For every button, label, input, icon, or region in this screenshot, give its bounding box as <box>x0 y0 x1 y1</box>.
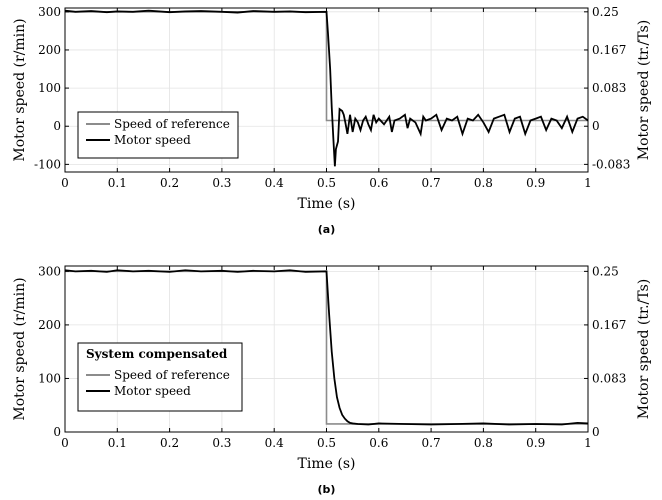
series-line-motor-speed <box>65 269 588 426</box>
x-tick-label: 0 <box>61 436 69 450</box>
y-tick-label: 100 <box>38 81 61 95</box>
series-line-motor-speed <box>65 9 588 167</box>
legend-box <box>77 342 243 412</box>
x-tick-label: 0.7 <box>422 436 441 450</box>
legend-entry: Motor speed <box>114 384 191 398</box>
x-tick-label: 0.7 <box>422 176 441 190</box>
y-tick-label: 0 <box>53 119 61 133</box>
x-tick-label: 1 <box>584 436 592 450</box>
panel-label: (b) <box>318 483 336 496</box>
legend-entry: Motor speed <box>114 133 191 147</box>
y-tick-label: 200 <box>38 318 61 332</box>
y-right-axis-label: Motor speed (tr./Ts) <box>636 279 652 419</box>
x-tick-label: 1 <box>584 176 592 190</box>
y-right-axis-label: Motor speed (tr./Ts) <box>636 20 652 160</box>
x-tick-label: 0.1 <box>108 436 127 450</box>
y-tick-label: 0 <box>53 425 61 439</box>
x-tick-label: 0.6 <box>369 436 388 450</box>
x-tick-label: 0.3 <box>212 436 231 450</box>
legend-entry: Speed of reference <box>114 117 230 131</box>
legend-entry: Speed of reference <box>114 368 230 382</box>
y-right-tick-label: 0.25 <box>592 5 619 19</box>
y-right-tick-label: -0.083 <box>592 157 630 171</box>
y-right-tick-label: 0 <box>592 425 600 439</box>
x-tick-label: 0.9 <box>526 436 545 450</box>
series-line-speed-of-reference <box>65 11 588 122</box>
y-tick-label: 300 <box>38 5 61 19</box>
x-tick-label: 0.2 <box>160 176 179 190</box>
legend: Speed of reference Motor speed <box>77 111 239 159</box>
y-right-tick-label: 0.083 <box>592 81 626 95</box>
x-tick-label: 0.8 <box>474 176 493 190</box>
y-right-tick-label: 0.167 <box>592 318 626 332</box>
x-tick-label: 0.1 <box>108 176 127 190</box>
x-axis-label: Time (s) <box>298 456 356 472</box>
y-tick-label: 100 <box>38 371 61 385</box>
chart-panel-a: 0 0.1 0.2 0.3 0.4 0.5 0.6 0.7 0.8 0.9 1-1000100200… <box>12 5 652 236</box>
y-right-tick-label: 0.083 <box>592 371 626 385</box>
x-axis-label: Time (s) <box>298 196 356 212</box>
y-axis-label: Motor speed (r/min) <box>12 18 28 161</box>
x-tick-label: 0.4 <box>265 436 284 450</box>
y-tick-label: 300 <box>38 264 61 278</box>
legend-title: System compensated <box>86 347 228 361</box>
y-right-tick-label: 0.25 <box>592 264 619 278</box>
y-right-tick-label: 0.167 <box>592 43 626 57</box>
panel-label: (a) <box>318 223 335 236</box>
legend-box <box>77 111 239 159</box>
x-tick-label: 0.8 <box>474 436 493 450</box>
x-tick-label: 0.5 <box>317 436 336 450</box>
legend: System compensated Speed of reference Moto… <box>77 342 243 412</box>
y-right-tick-label: 0 <box>592 119 600 133</box>
x-tick-label: 0.4 <box>265 176 284 190</box>
x-tick-label: 0.6 <box>369 176 388 190</box>
chart-panel-b: 0 0.1 0.2 0.3 0.4 0.5 0.6 0.7 0.8 0.9 101002003000… <box>12 264 652 496</box>
y-axis-label: Motor speed (r/min) <box>12 277 28 420</box>
x-tick-label: 0.2 <box>160 436 179 450</box>
x-tick-label: 0.9 <box>526 176 545 190</box>
x-tick-label: 0.3 <box>212 176 231 190</box>
y-tick-label: 200 <box>38 43 61 57</box>
x-tick-label: 0.5 <box>317 176 336 190</box>
y-tick-label: -100 <box>34 157 61 171</box>
x-tick-label: 0 <box>61 176 69 190</box>
